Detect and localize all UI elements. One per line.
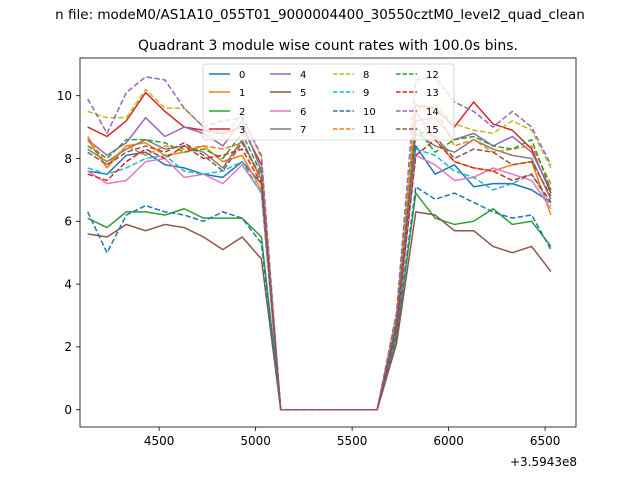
legend-label-15: 15 — [426, 125, 439, 136]
plot-frame — [79, 57, 577, 428]
series-line-10 — [87, 186, 552, 411]
legend-frame — [202, 63, 455, 141]
y-tick-label: 4 — [64, 277, 72, 291]
legend-label-8: 8 — [363, 70, 369, 81]
legend-label-12: 12 — [426, 70, 439, 81]
legend-label-1: 1 — [239, 88, 245, 99]
legend-label-3: 3 — [239, 125, 245, 136]
chart-title: Quadrant 3 module wise count rates with … — [138, 38, 518, 54]
legend-label-4: 4 — [300, 70, 306, 81]
x-tick-label: 4500 — [144, 434, 175, 448]
y-tick-label: 10 — [57, 89, 72, 103]
y-tick-label: 0 — [64, 403, 72, 417]
y-tick-label: 6 — [64, 215, 72, 229]
figure-suptitle: n file: modeM0/AS1A10_055T01_9000004400_… — [55, 7, 585, 23]
y-tick-label: 2 — [64, 340, 72, 354]
series-line-8 — [87, 88, 552, 411]
legend-label-14: 14 — [426, 107, 439, 118]
legend-label-7: 7 — [300, 125, 306, 136]
x-tick-label: 5000 — [240, 434, 271, 448]
series-layer — [87, 76, 552, 411]
series-line-15 — [87, 129, 552, 411]
legend-label-9: 9 — [363, 88, 369, 99]
legend-label-10: 10 — [363, 107, 376, 118]
legend-label-6: 6 — [300, 107, 306, 118]
legend-label-2: 2 — [239, 107, 245, 118]
x-tick-label: 5500 — [337, 434, 368, 448]
legend-label-0: 0 — [239, 70, 245, 81]
x-axis-offset-label: +3.5943e8 — [510, 455, 577, 469]
x-tick-label: 6000 — [433, 434, 464, 448]
y-axis: 0 2 4 6 8 10 — [57, 89, 80, 417]
x-tick-label: 6500 — [530, 434, 561, 448]
legend-label-11: 11 — [363, 125, 376, 136]
legend-label-13: 13 — [426, 88, 439, 99]
x-axis: 4500 5000 5500 6000 6500 — [144, 427, 561, 448]
y-tick-label: 8 — [64, 152, 72, 166]
legend-label-5: 5 — [300, 88, 306, 99]
